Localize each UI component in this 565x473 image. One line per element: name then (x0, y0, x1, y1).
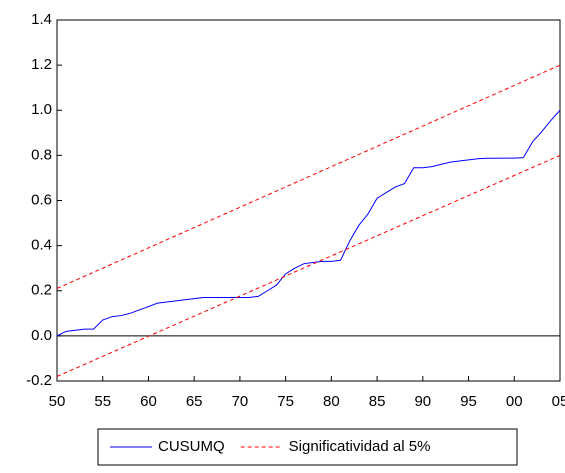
x-tick-label: 60 (140, 393, 157, 410)
y-tick-label: 0.4 (31, 237, 52, 254)
y-tick-label: 0.0 (31, 327, 52, 344)
x-tick-label: 00 (506, 393, 523, 410)
y-tick-label: 1.2 (31, 56, 52, 73)
plot-area (56, 19, 561, 382)
x-tick-label: 65 (186, 393, 203, 410)
x-tick-label: 50 (49, 393, 66, 410)
series-line (56, 64, 561, 289)
legend-label: Significatividad al 5% (289, 438, 431, 455)
x-tick-label: 90 (414, 393, 431, 410)
x-tick-label: 05 (552, 393, 565, 410)
y-tick-label: 0.2 (31, 282, 52, 299)
x-tick-label: 80 (323, 393, 340, 410)
y-tick-label: 1.4 (31, 11, 52, 28)
y-tick-label: 1.0 (31, 101, 52, 118)
x-tick-label: 95 (460, 393, 477, 410)
series-line (56, 154, 561, 377)
legend-label: CUSUMQ (158, 438, 225, 455)
legend (97, 428, 518, 466)
y-tick-label: 0.8 (31, 146, 52, 163)
series-line (56, 109, 561, 337)
x-tick-label: 85 (369, 393, 386, 410)
x-tick-label: 55 (94, 393, 111, 410)
x-tick-label: 70 (232, 393, 249, 410)
x-tick-label: 75 (277, 393, 294, 410)
y-tick-label: 0.6 (31, 191, 52, 208)
y-tick-label: -0.2 (26, 372, 52, 389)
